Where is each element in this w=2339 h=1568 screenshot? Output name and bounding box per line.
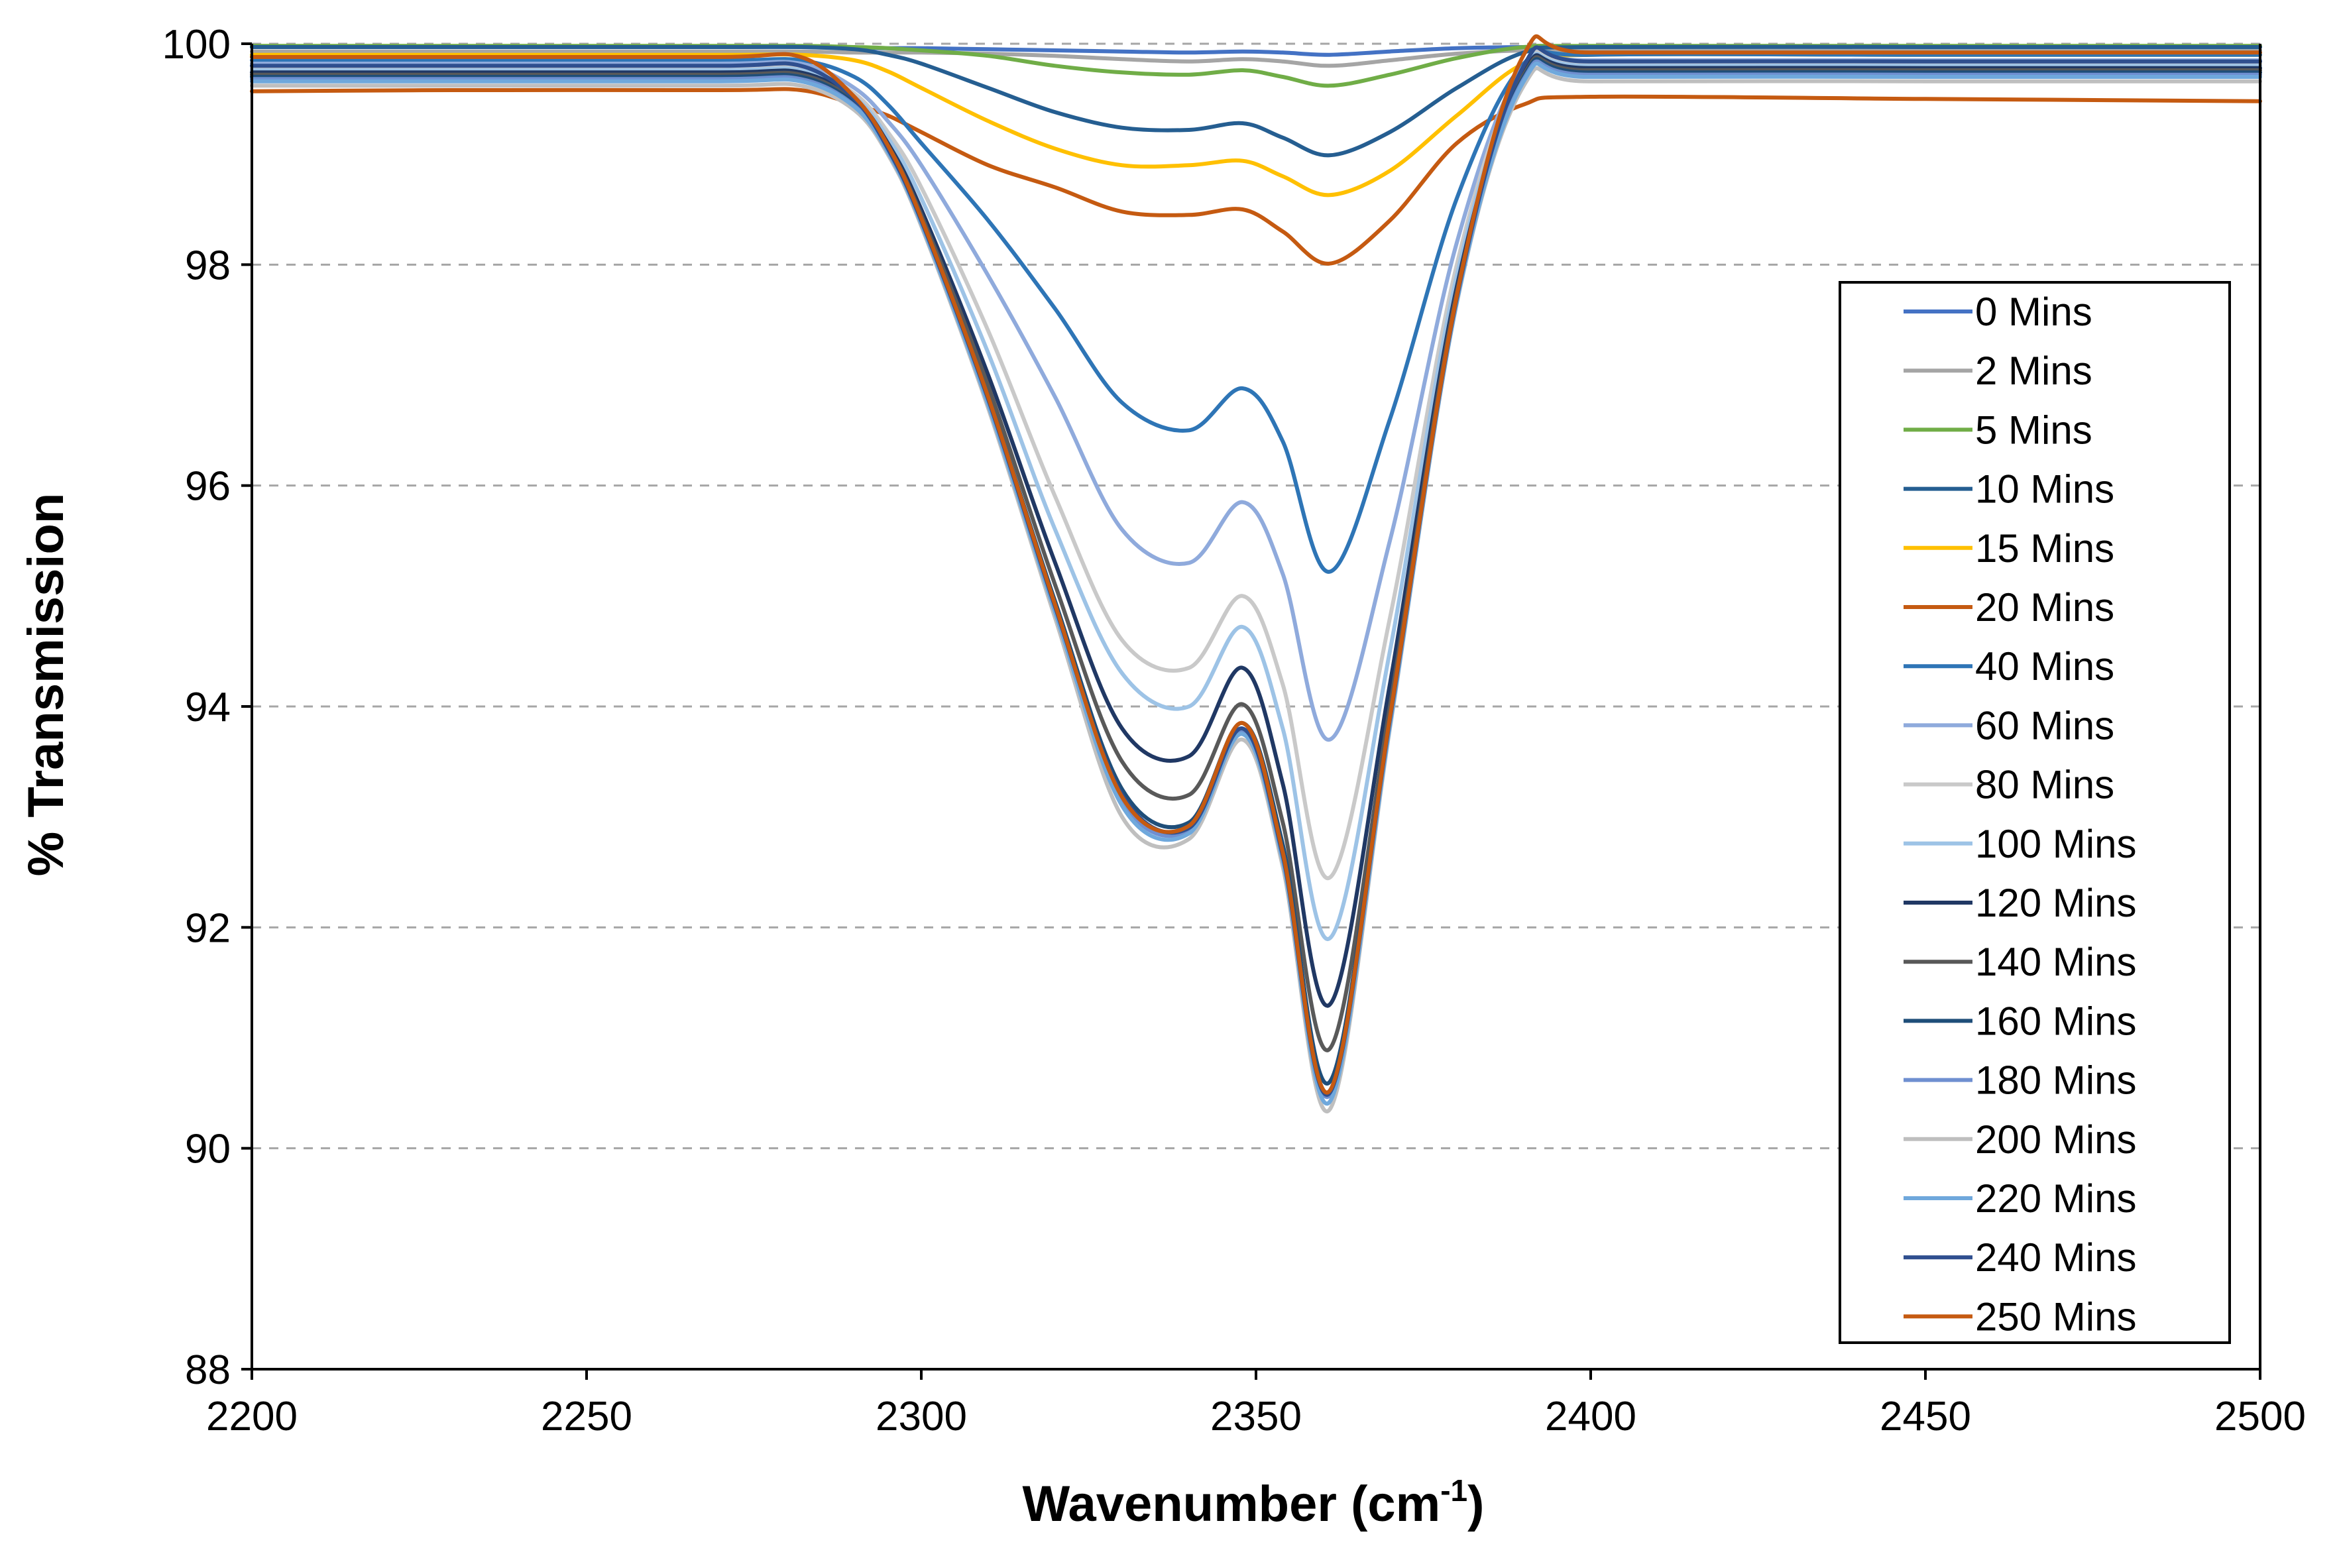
y-tick-label: 98: [185, 243, 231, 288]
legend-label: 80 Mins: [1975, 763, 2114, 807]
legend-item: 200 Mins: [1904, 1117, 2136, 1162]
legend-item: 140 Mins: [1904, 940, 2136, 984]
y-tick-label: 92: [185, 905, 231, 951]
legend-item: 5 Mins: [1904, 408, 2092, 452]
legend-item: 100 Mins: [1904, 822, 2136, 866]
x-axis-title-sup: -1: [1440, 1473, 1467, 1508]
series-line-200-mins: [250, 66, 2262, 1113]
legend-item: 2 Mins: [1904, 349, 2092, 393]
legend-label: 220 Mins: [1975, 1176, 2136, 1221]
x-tick-label: 2450: [1880, 1394, 1971, 1439]
legend-item: 0 Mins: [1904, 290, 2092, 334]
x-tick-label: 2350: [1210, 1394, 1302, 1439]
y-tick-label: 96: [185, 464, 231, 510]
x-tick-label: 2300: [876, 1394, 967, 1439]
legend-box: [1839, 281, 2231, 1344]
legend-label: 100 Mins: [1975, 822, 2136, 866]
series-lines: [250, 34, 2262, 1113]
legend-label: 15 Mins: [1975, 526, 2114, 571]
legend-label: 0 Mins: [1975, 290, 2092, 334]
legend-label: 240 Mins: [1975, 1235, 2136, 1280]
x-axis-title: Wavenumber (cm-1): [1023, 1473, 1485, 1532]
axes: [241, 42, 2261, 1380]
y-tick-label: 94: [185, 685, 231, 730]
legend-label: 140 Mins: [1975, 940, 2136, 984]
series-line-240-mins: [250, 45, 2262, 1097]
legend-item: 15 Mins: [1904, 526, 2114, 571]
legend-item: 10 Mins: [1904, 467, 2114, 512]
series-line-10-mins: [250, 44, 2262, 158]
legend-item: 20 Mins: [1904, 585, 2114, 630]
series-line-20-mins: [250, 87, 2262, 266]
legend-label: 10 Mins: [1975, 467, 2114, 512]
legend-item: 80 Mins: [1904, 763, 2114, 807]
x-tick-label: 2250: [541, 1394, 632, 1439]
x-axis-title-close: ): [1467, 1476, 1484, 1532]
x-tick-label: 2400: [1545, 1394, 1636, 1439]
legend-label: 180 Mins: [1975, 1058, 2136, 1103]
series-line-220-mins: [250, 61, 2262, 1106]
legend-item: 40 Mins: [1904, 644, 2114, 689]
legend-label: 40 Mins: [1975, 644, 2114, 689]
legend-item: 220 Mins: [1904, 1176, 2136, 1221]
legend-item: 240 Mins: [1904, 1235, 2136, 1280]
legend-label: 160 Mins: [1975, 999, 2136, 1043]
y-tick-label: 90: [185, 1127, 231, 1172]
legend: 0 Mins 2 Mins 5 Mins 10 Mins 15 Mins 20 Mins 4…: [1839, 281, 2231, 1344]
legend-item: 180 Mins: [1904, 1058, 2136, 1103]
series-line-2-mins: [250, 48, 2262, 68]
x-axis-title-main: Wavenumber (cm: [1023, 1476, 1441, 1532]
y-axis-title: % Transmission: [18, 493, 74, 877]
legend-label: 60 Mins: [1975, 703, 2114, 748]
legend-label: 5 Mins: [1975, 408, 2092, 452]
y-tick-label: 88: [185, 1347, 231, 1393]
legend-label: 2 Mins: [1975, 349, 2092, 393]
series-line-250-mins: [250, 34, 2262, 1095]
series-line-40-mins: [250, 48, 2262, 574]
tick-labels: 88 90 92 94 96 98 100 2200 2250 2300 2350 2400 2450 2…: [162, 22, 2306, 1439]
legend-label: 250 Mins: [1975, 1294, 2136, 1339]
y-tick-label: 100: [162, 22, 231, 68]
legend-label: 200 Mins: [1975, 1117, 2136, 1162]
x-tick-label: 2500: [2214, 1394, 2306, 1439]
legend-item: 60 Mins: [1904, 703, 2114, 748]
x-tick-label: 2200: [206, 1394, 298, 1439]
legend-item: 160 Mins: [1904, 999, 2136, 1043]
legend-label: 120 Mins: [1975, 881, 2136, 925]
legend-item: 250 Mins: [1904, 1294, 2136, 1339]
legend-label: 20 Mins: [1975, 585, 2114, 630]
legend-item: 120 Mins: [1904, 881, 2136, 925]
